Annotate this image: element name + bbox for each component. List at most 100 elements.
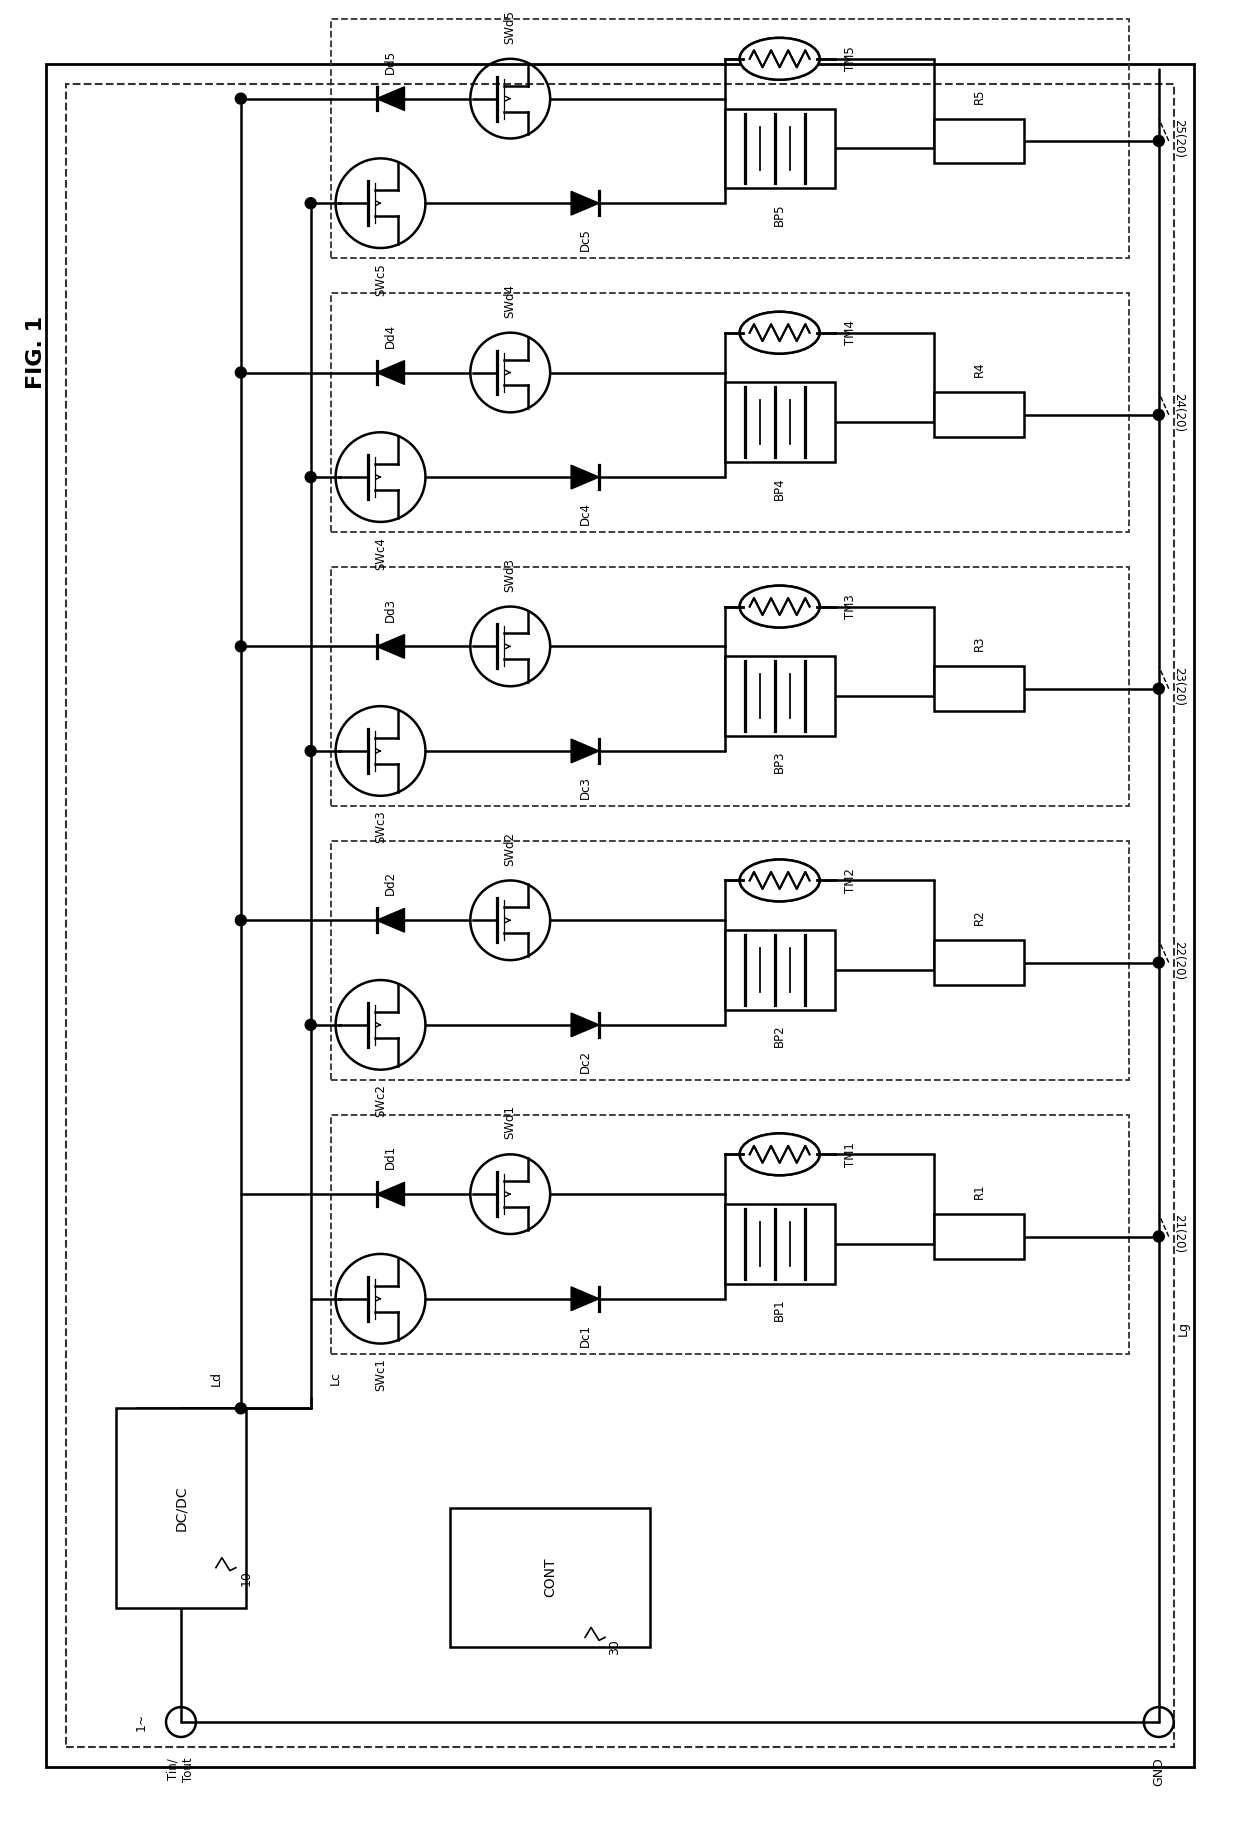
Polygon shape	[572, 1013, 599, 1036]
Text: SWc2: SWc2	[374, 1084, 387, 1117]
Text: CONT: CONT	[543, 1557, 557, 1598]
Circle shape	[305, 1020, 316, 1031]
Polygon shape	[572, 192, 599, 216]
Text: BP2: BP2	[774, 1026, 786, 1047]
Text: Dd5: Dd5	[384, 49, 397, 73]
Text: 10: 10	[239, 1570, 253, 1585]
Circle shape	[1153, 1230, 1164, 1241]
Polygon shape	[377, 634, 404, 658]
Text: BP3: BP3	[774, 751, 786, 773]
Text: Tin/
Tout: Tin/ Tout	[167, 1757, 195, 1782]
Polygon shape	[572, 1287, 599, 1311]
Bar	[331, 1115, 1128, 1353]
Ellipse shape	[740, 38, 820, 80]
Text: TM5: TM5	[844, 46, 858, 71]
Text: 24(20): 24(20)	[1172, 393, 1185, 431]
Text: Dc4: Dc4	[579, 503, 591, 525]
Text: Dc3: Dc3	[579, 775, 591, 799]
Bar	[934, 393, 1024, 437]
Text: DC/DC: DC/DC	[174, 1484, 188, 1530]
Bar	[724, 930, 835, 1009]
Text: SWd5: SWd5	[503, 9, 517, 44]
Text: SWc4: SWc4	[374, 537, 387, 570]
Text: R5: R5	[972, 88, 986, 104]
Bar	[331, 567, 1128, 806]
Bar	[724, 382, 835, 462]
Text: Dd1: Dd1	[384, 1144, 397, 1170]
Polygon shape	[377, 360, 404, 384]
Text: Dd4: Dd4	[384, 324, 397, 347]
Text: SWd1: SWd1	[503, 1106, 517, 1139]
Bar	[331, 292, 1128, 532]
Text: SWd3: SWd3	[503, 558, 517, 592]
Text: TM4: TM4	[844, 320, 858, 345]
Text: BP1: BP1	[774, 1298, 786, 1322]
Text: Dd2: Dd2	[384, 872, 397, 896]
Polygon shape	[377, 86, 404, 110]
Bar	[934, 119, 1024, 163]
Text: Dc1: Dc1	[579, 1323, 591, 1347]
Polygon shape	[572, 739, 599, 762]
Ellipse shape	[740, 859, 820, 901]
Circle shape	[236, 1402, 247, 1413]
Bar	[724, 656, 835, 737]
Ellipse shape	[740, 585, 820, 627]
Text: Lc: Lc	[329, 1371, 342, 1386]
Circle shape	[305, 472, 316, 483]
Text: BP4: BP4	[774, 477, 786, 499]
Circle shape	[1153, 684, 1164, 695]
Ellipse shape	[740, 1133, 820, 1175]
Ellipse shape	[740, 859, 820, 901]
Circle shape	[236, 914, 247, 925]
Text: TM2: TM2	[844, 868, 858, 892]
Circle shape	[236, 367, 247, 378]
Circle shape	[1153, 409, 1164, 420]
Circle shape	[236, 93, 247, 104]
Text: R4: R4	[972, 362, 986, 378]
Text: GND: GND	[1152, 1757, 1166, 1786]
Text: FIG. 1: FIG. 1	[26, 316, 46, 389]
Text: 1~: 1~	[135, 1713, 148, 1731]
Ellipse shape	[740, 313, 820, 353]
Bar	[934, 667, 1024, 711]
Bar	[66, 84, 1174, 1748]
Text: 30: 30	[609, 1640, 621, 1656]
Bar	[724, 1205, 835, 1283]
Bar	[331, 18, 1128, 258]
Text: SWd4: SWd4	[503, 283, 517, 318]
Bar	[934, 1214, 1024, 1259]
Text: 23(20): 23(20)	[1172, 667, 1185, 706]
Text: Lg: Lg	[1177, 1322, 1190, 1336]
Text: SWc3: SWc3	[374, 812, 387, 843]
Bar	[331, 841, 1128, 1080]
Circle shape	[1153, 135, 1164, 146]
Text: SWc1: SWc1	[374, 1358, 387, 1391]
Text: Dc5: Dc5	[579, 228, 591, 250]
Text: TM1: TM1	[844, 1142, 858, 1166]
Text: SWc5: SWc5	[374, 263, 387, 296]
Bar	[724, 108, 835, 188]
Text: SWd2: SWd2	[503, 832, 517, 865]
Circle shape	[305, 197, 316, 208]
Text: TM3: TM3	[844, 594, 858, 620]
Text: Ld: Ld	[210, 1371, 222, 1386]
Text: BP5: BP5	[774, 203, 786, 225]
Circle shape	[1153, 958, 1164, 969]
Text: R3: R3	[972, 636, 986, 651]
Circle shape	[236, 642, 247, 653]
Text: R1: R1	[972, 1183, 986, 1199]
Text: 21(20): 21(20)	[1172, 1214, 1185, 1254]
Bar	[450, 1508, 650, 1647]
Ellipse shape	[740, 313, 820, 353]
Ellipse shape	[740, 38, 820, 80]
Polygon shape	[572, 466, 599, 488]
Text: 25(20): 25(20)	[1172, 119, 1185, 157]
Bar	[934, 940, 1024, 985]
Ellipse shape	[740, 585, 820, 627]
Text: Dd3: Dd3	[384, 598, 397, 622]
Bar	[117, 1408, 246, 1607]
Polygon shape	[377, 909, 404, 932]
Text: 22(20): 22(20)	[1172, 941, 1185, 980]
Circle shape	[305, 746, 316, 757]
Polygon shape	[377, 1183, 404, 1206]
